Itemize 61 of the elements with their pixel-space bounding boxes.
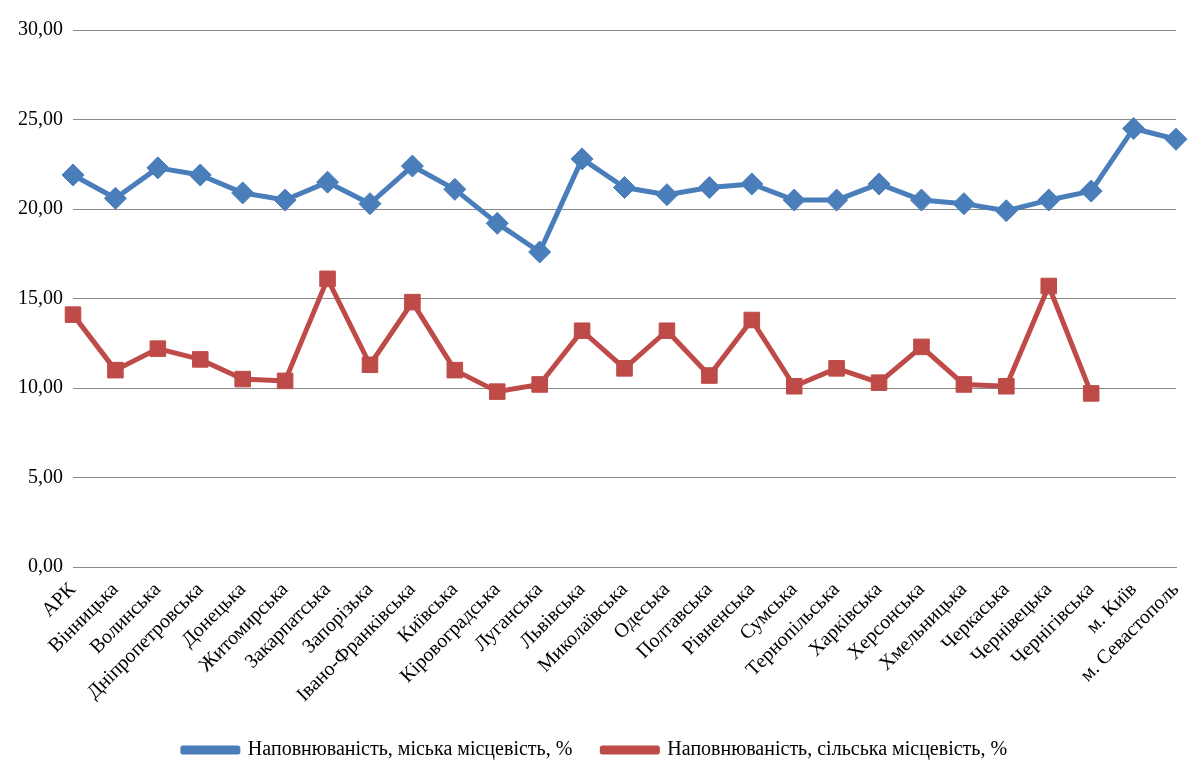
point (319, 270, 336, 288)
point (488, 383, 506, 400)
legend-label: Наповнюваність, міська місцевість, % (247, 737, 573, 761)
point (994, 199, 1018, 223)
point (955, 376, 973, 393)
point (616, 360, 633, 377)
point (231, 181, 255, 205)
y-tick-label: 25,00 (18, 106, 63, 129)
point (361, 356, 379, 374)
point (528, 240, 552, 264)
point (316, 170, 340, 194)
point (273, 188, 297, 212)
point (1164, 127, 1188, 151)
point (443, 177, 467, 201)
point (1079, 179, 1103, 203)
point (913, 338, 930, 356)
point (276, 372, 294, 390)
point (867, 172, 891, 196)
point (400, 154, 424, 178)
point (870, 374, 888, 391)
point (146, 156, 170, 180)
point (573, 322, 591, 340)
point (782, 188, 806, 212)
point (64, 306, 82, 323)
point (655, 183, 679, 207)
point (1122, 116, 1146, 140)
legend-label: Наповнюваність, сільська місцевість, % (667, 737, 1008, 761)
point (828, 360, 845, 377)
point (1082, 385, 1100, 402)
point (701, 367, 718, 384)
y-tick-label: 15,00 (18, 285, 63, 308)
point (404, 293, 421, 311)
point (188, 163, 212, 187)
point (531, 376, 548, 393)
point (149, 340, 167, 357)
y-tick-label: 10,00 (18, 375, 63, 398)
point (825, 188, 849, 212)
point (61, 163, 85, 187)
point (191, 351, 209, 368)
y-tick-label: 0,00 (28, 554, 63, 577)
point (743, 311, 761, 329)
point (1040, 277, 1058, 295)
point (570, 147, 594, 171)
point (785, 377, 803, 395)
point (234, 370, 251, 388)
point (658, 322, 676, 340)
point (909, 188, 933, 212)
point (358, 192, 382, 216)
point (103, 186, 127, 210)
point (446, 361, 464, 379)
y-tick-label: 20,00 (18, 196, 63, 219)
point (740, 172, 764, 196)
point (485, 211, 509, 235)
point (613, 176, 637, 200)
point (952, 192, 976, 216)
point (1037, 188, 1061, 212)
y-tick-label: 5,00 (28, 464, 63, 487)
point (697, 176, 721, 200)
y-tick-label: 30,00 (18, 17, 63, 40)
point (107, 361, 124, 379)
point (998, 377, 1015, 395)
